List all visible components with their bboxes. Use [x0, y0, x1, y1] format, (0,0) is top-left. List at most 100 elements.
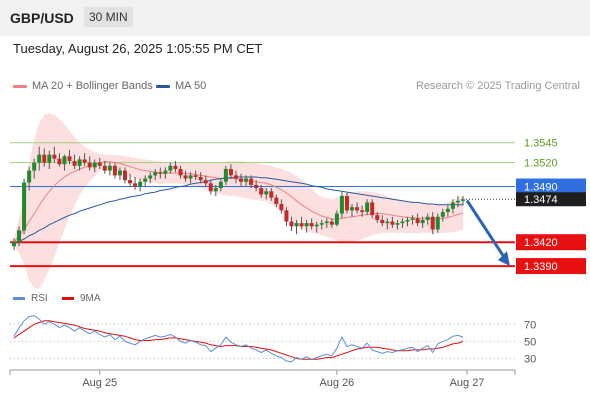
candle-body	[450, 202, 455, 209]
rsi-tick-70: 70	[524, 319, 536, 331]
candle	[279, 199, 284, 214]
candle	[304, 219, 309, 233]
candle	[390, 216, 395, 228]
candle	[365, 199, 370, 216]
candle-body	[395, 223, 400, 225]
candle-body	[22, 182, 27, 231]
candle-body	[188, 175, 193, 179]
candle	[107, 162, 112, 176]
pivot-label: 1.3490	[524, 182, 558, 194]
last-price-label: 1.3474	[524, 194, 558, 206]
candle	[254, 180, 259, 192]
support-label-2: 1.3390	[524, 261, 558, 273]
candle	[375, 211, 380, 224]
candle-body	[370, 202, 375, 216]
candle-body	[445, 208, 450, 212]
candle-body	[112, 165, 117, 176]
candle-body	[385, 221, 390, 224]
legend-swatch-ma50	[156, 84, 170, 88]
candle-body	[62, 156, 67, 165]
candles-layer	[12, 146, 465, 251]
candle-body	[208, 183, 213, 192]
time-tick-label-1: Aug 25	[82, 377, 117, 389]
candle	[440, 208, 445, 222]
candle-body	[299, 223, 304, 227]
time-axis: Aug 25 Aug 26 Aug 27	[9, 369, 516, 389]
candle-body	[455, 200, 460, 203]
candle-body	[233, 175, 238, 179]
chart-header: GBP/USD 30 MIN	[0, 0, 590, 36]
timestamp: Tuesday, August 26, 2025 1:05:55 PM CET	[13, 41, 263, 56]
candle	[269, 188, 274, 201]
candle-body	[87, 162, 92, 168]
candle	[274, 194, 279, 208]
candle	[57, 153, 62, 167]
candle-body	[435, 216, 440, 230]
price-levels-layer	[10, 142, 515, 268]
candle-body	[405, 219, 410, 222]
candle	[355, 202, 360, 214]
candle-body	[133, 183, 138, 187]
timeframe-badge[interactable]: 30 MIN	[84, 7, 133, 27]
candle	[445, 205, 450, 217]
candle-body	[304, 223, 309, 227]
candle-body	[163, 170, 168, 174]
candle-body	[173, 165, 178, 170]
candle-body	[67, 156, 72, 162]
time-tick-label-3: Aug 27	[450, 377, 485, 389]
candle	[400, 218, 405, 228]
candle-body	[430, 216, 435, 230]
candle	[117, 167, 122, 181]
candle-body	[339, 196, 344, 214]
candle-body	[254, 184, 259, 189]
candle	[17, 226, 22, 247]
candle	[289, 216, 294, 232]
rsi-line	[13, 315, 464, 363]
candle-body	[380, 219, 385, 224]
candle	[138, 178, 143, 192]
candle	[239, 173, 244, 187]
candle-body	[158, 172, 163, 174]
copyright-text: Research © 2025 Trading Central	[415, 80, 580, 92]
candle	[198, 172, 203, 184]
candle-body	[249, 178, 254, 185]
candle	[102, 161, 107, 174]
candle	[183, 170, 188, 182]
candle	[450, 199, 455, 214]
candle	[208, 180, 213, 195]
candle	[128, 173, 133, 187]
candle-body	[183, 175, 188, 179]
legend-label-ma50: MA 50	[175, 80, 207, 92]
candle-body	[82, 159, 87, 163]
candle-body	[284, 210, 289, 222]
candle	[218, 178, 223, 192]
candle-body	[334, 213, 339, 225]
candle-body	[198, 176, 203, 181]
candle-body	[203, 180, 208, 184]
candle-body	[425, 216, 430, 220]
legend-swatch-rsi	[13, 296, 25, 300]
candle	[395, 219, 400, 230]
legend-label-rsi: RSI	[31, 293, 48, 304]
candle	[92, 159, 97, 173]
candle-body	[17, 230, 22, 243]
candle-body	[264, 191, 269, 195]
candle	[264, 188, 269, 200]
legend-item-ma20-bb: MA 20 + Bollinger Bands	[13, 80, 153, 92]
candle	[82, 153, 87, 166]
candle-body	[102, 165, 107, 171]
candle	[410, 215, 415, 225]
legend-label-9ma: 9MA	[80, 293, 101, 304]
candle-body	[42, 154, 47, 163]
rsi-tick-30: 30	[524, 353, 536, 365]
candle-body	[27, 170, 32, 183]
candle-body	[218, 181, 223, 189]
candle	[435, 213, 440, 233]
candle	[294, 219, 299, 235]
candle-body	[107, 165, 112, 171]
price-labels-layer: 1.3545 1.3520 1.3490 1.3420 1.3390 1.3474	[516, 138, 586, 275]
candle	[168, 162, 173, 174]
legend-item-rsi: RSI	[13, 293, 48, 304]
candle-body	[350, 207, 355, 211]
